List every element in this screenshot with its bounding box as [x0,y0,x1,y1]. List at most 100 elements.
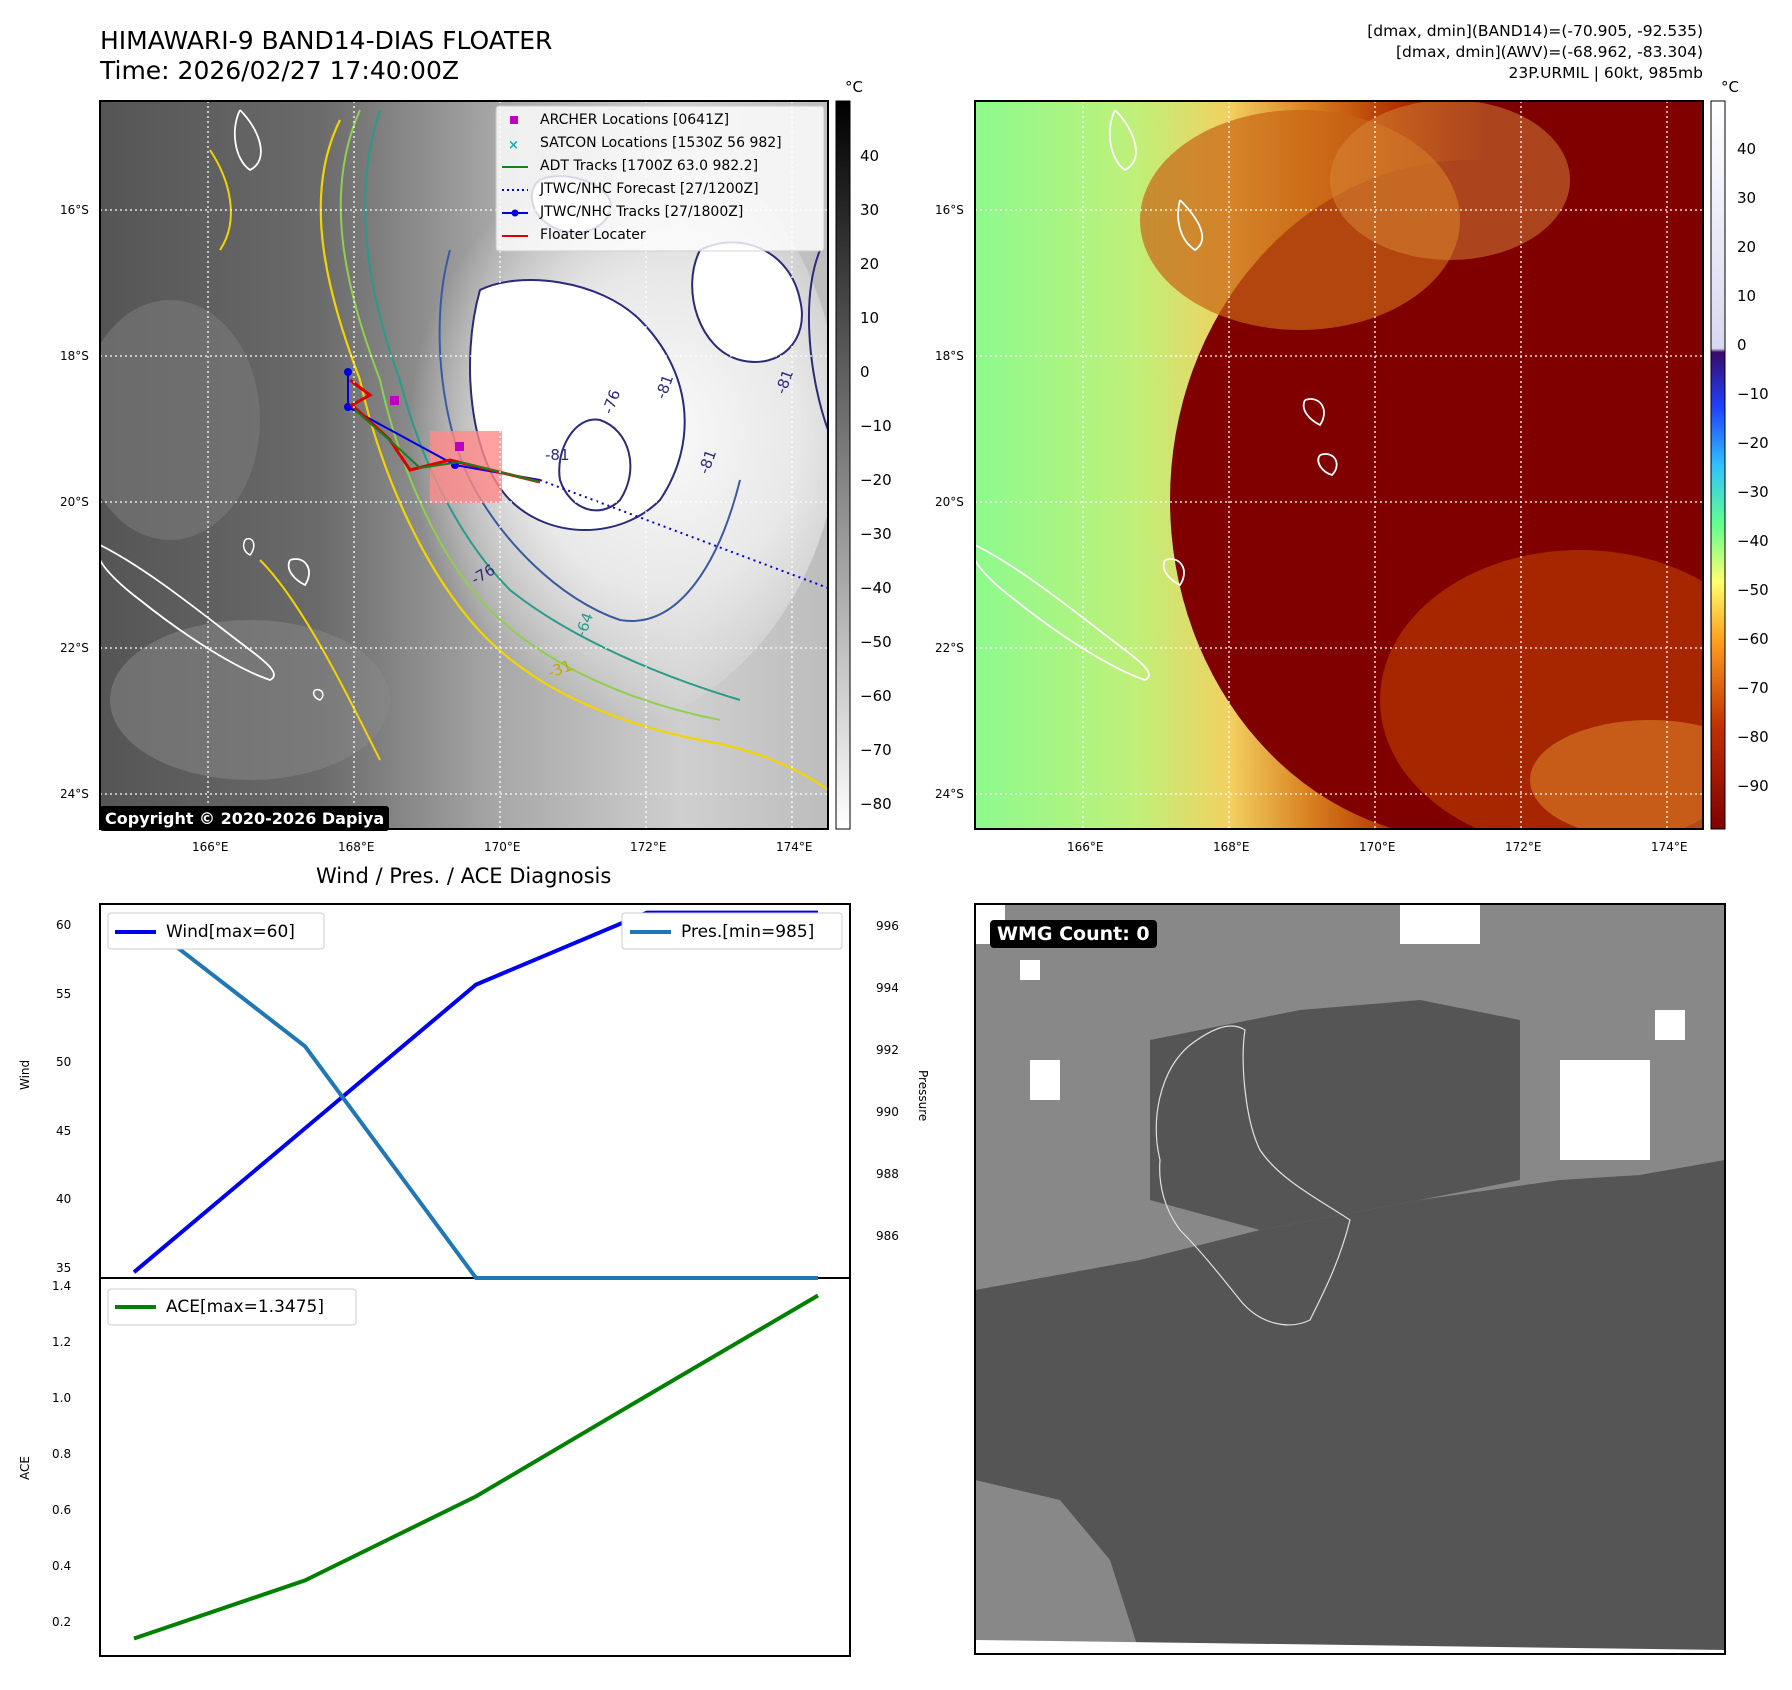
awv-colorbar-tick: −60 [1737,630,1769,648]
y-tick-label: 20°S [935,495,964,509]
ir-colorbar-tick: 20 [860,255,880,273]
awv-colorbar-tick: −10 [1737,385,1769,403]
ace-legend-label: ACE[max=1.3475] [166,1297,324,1317]
ir-colorbar-tick: −50 [860,633,892,651]
x-tick-label: 174°E [776,840,813,854]
pressure-tick: 988 [876,1167,899,1181]
svg-text:×: × [508,138,519,153]
wmg-count-badge: WMG Count: 0 [990,920,1157,948]
ir-colorbar-tick: 0 [860,363,870,381]
wind-legend-label: Wind[max=60] [166,922,295,942]
pres-legend-label: Pres.[min=985] [681,922,815,942]
awv-image-layer [975,101,1703,829]
y-tick-label: 18°S [60,349,89,363]
y-tick-label: 20°S [60,495,89,509]
copyright-badge: Copyright © 2020-2026 Dapiya [100,806,390,831]
y-tick-label: 24°S [60,787,89,801]
x-tick-label: 174°E [1651,840,1688,854]
ir-colorbar-tick: −70 [860,741,892,759]
awv-colorbar-tick: −90 [1737,777,1769,795]
ir-colorbar-tick: 30 [860,201,880,219]
storm-summary-line: 23P.URMIL | 60kt, 985mb [1508,64,1703,82]
wind-tick: 35 [56,1261,72,1275]
legend-jtwc-tracks: JTWC/NHC Tracks [27/1800Z] [540,204,744,220]
map-frame [974,100,1704,830]
pressure-tick: 986 [876,1229,899,1243]
wind-tick: 45 [56,1124,72,1138]
y-tick-label: 16°S [60,203,89,217]
legend-floater: Floater Locater [540,227,646,243]
awv-colorbar-tick: 40 [1737,140,1757,158]
pressure-tick: 990 [876,1105,899,1119]
ir-image-layer: -81 -76 -81 -81 -81 -76 -64 -31 [100,101,828,829]
dmax-awv-line: [dmax, dmin](AWV)=(-68.962, -83.304) [1396,43,1703,61]
ace-tick: 1.4 [52,1279,72,1293]
x-tick-label: 170°E [1359,840,1396,854]
wind-axis-label: Wind [18,1059,32,1090]
ir-colorbar [835,100,851,830]
ace-tick: 1.0 [52,1391,72,1405]
ir-colorbar-tick: −30 [860,525,892,543]
map-frame [99,100,829,830]
awv-colorbar-tick: −40 [1737,532,1769,550]
x-tick-label: 166°E [192,840,229,854]
legend-archer: ARCHER Locations [0641Z] [540,112,730,128]
y-tick-label: 22°S [60,641,89,655]
wmg-frame [974,903,1726,1655]
wind-legend-box [107,912,325,950]
pres-legend-box [621,912,843,950]
ir-colorbar-tick: 10 [860,309,880,327]
awv-colorbar-tick: −70 [1737,679,1769,697]
legend-satcon: SATCON Locations [1530Z 56 982] [540,135,782,151]
wind-tick: 50 [56,1055,72,1069]
x-tick-label: 166°E [1067,840,1104,854]
ir-colorbar-tick: −10 [860,417,892,435]
panel-title-line1: HIMAWARI-9 BAND14-DIAS FLOATER [100,26,553,55]
awv-colorbar-tick: −80 [1737,728,1769,746]
ace-axis-label: ACE [18,1456,32,1480]
awv-colorbar-unit: °C [1721,78,1739,96]
legend-adt: ADT Tracks [1700Z 63.0 982.2] [540,158,759,174]
pressure-axis-label: Pressure [916,1070,930,1122]
ace-legend-box [107,1288,357,1326]
awv-colorbar-tick: −30 [1737,483,1769,501]
pressure-tick: 994 [876,981,899,995]
x-tick-label: 168°E [1213,840,1250,854]
ir-colorbar-tick: −80 [860,795,892,813]
ace-frame [99,1277,851,1657]
ir-colorbar-tick: −20 [860,471,892,489]
wind-pres-frame [99,903,851,1279]
diagnosis-title: Wind / Pres. / ACE Diagnosis [316,864,612,888]
wind-tick: 40 [56,1192,72,1206]
awv-colorbar-tick: 10 [1737,287,1757,305]
ace-tick: 0.8 [52,1447,72,1461]
panel-title-line2: Time: 2026/02/27 17:40:00Z [100,56,459,85]
ir-colorbar-tick: −60 [860,687,892,705]
wmg-image-layer [975,904,1725,1654]
x-tick-label: 172°E [1505,840,1542,854]
ace-tick: 0.2 [52,1615,72,1629]
ir-colorbar-unit: °C [845,78,863,96]
x-tick-label: 168°E [338,840,375,854]
y-tick-label: 24°S [935,787,964,801]
legend-markers: × [502,116,528,237]
awv-colorbar-tick: 20 [1737,238,1757,256]
contour-label: -81 [545,446,570,464]
ir-colorbar-tick: −40 [860,579,892,597]
dmax-band14-line: [dmax, dmin](BAND14)=(-70.905, -92.535) [1367,22,1703,40]
awv-colorbar-tick: 30 [1737,189,1757,207]
pressure-tick: 996 [876,919,899,933]
ace-tick: 1.2 [52,1335,72,1349]
ir-colorbar-tick: 40 [860,147,880,165]
legend-jtwc-forecast: JTWC/NHC Forecast [27/1200Z] [540,181,759,197]
ace-tick: 0.4 [52,1559,72,1573]
awv-colorbar [1710,100,1726,830]
wind-tick: 55 [56,987,72,1001]
pressure-series-line [132,912,818,1280]
awv-colorbar-tick: −20 [1737,434,1769,452]
ace-series-line [133,1293,820,1641]
wind-tick: 60 [56,918,72,932]
x-tick-label: 172°E [630,840,667,854]
